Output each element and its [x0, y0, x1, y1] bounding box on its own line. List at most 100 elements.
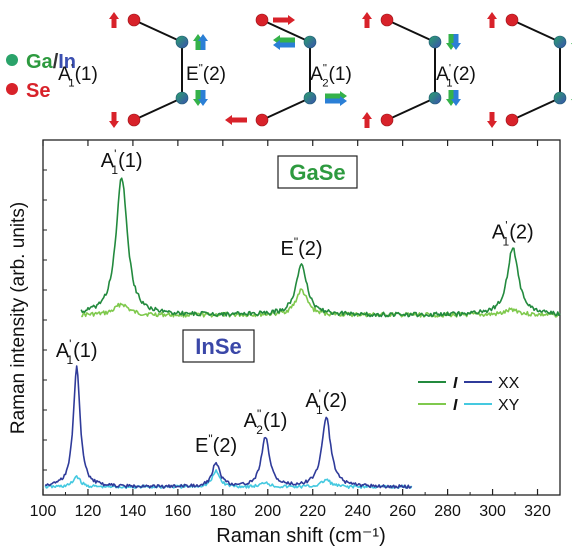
- x-tick-label: 280: [434, 503, 461, 520]
- x-tick-label: 120: [75, 503, 102, 520]
- metal-atom-icon: [428, 91, 442, 105]
- se-arrow-icon: [109, 112, 119, 128]
- se-atom-icon: [127, 13, 141, 27]
- plot-area: A' 1(1) E"(2) A' 1(2) A' 1(1) E"(2) A" 2(1) A' 1(2): [44, 147, 561, 490]
- metal-ga-label: Ga: [26, 51, 54, 73]
- inse-name-box: [182, 329, 255, 363]
- metal-arrow-icon: [446, 90, 461, 106]
- se-atom-icon: [255, 13, 269, 27]
- inse-xy-series: [44, 469, 413, 490]
- inse-name-text: InSe: [195, 334, 241, 359]
- gase-name-box: [277, 155, 358, 189]
- panel-name-inse: InSe: [182, 329, 255, 363]
- gase-xy-series: [81, 288, 560, 318]
- legend-symbol: I: [453, 397, 458, 414]
- se-atom-icon: [255, 113, 269, 127]
- bond: [133, 19, 183, 43]
- metal-sep-label: /: [53, 51, 59, 73]
- x-tick-label: 240: [344, 503, 371, 520]
- mode-schematic-3: A" 2(1): [310, 12, 461, 128]
- atom-legend: Ga/In Se: [6, 51, 76, 102]
- metal-atom-icon: [553, 91, 567, 105]
- x-tick-label: 140: [120, 503, 147, 520]
- gase-peak-label: E"(2): [280, 235, 322, 260]
- se-arrow-icon: [362, 12, 372, 28]
- mode-label: A' 1(1): [58, 62, 98, 89]
- legend-label: XY: [498, 397, 520, 414]
- blue-arrow-icon: [325, 96, 347, 106]
- inse-peak-label: A" 2(1): [244, 407, 288, 437]
- bond: [386, 19, 436, 43]
- se-atom-label: Se: [26, 80, 50, 102]
- panel-name-gase: GaSe: [277, 155, 358, 189]
- se-atom-icon: [505, 13, 519, 27]
- se-arrow-icon: [487, 12, 497, 28]
- metal-atom-icon: [553, 35, 567, 49]
- mode-label: A' 1(2): [436, 62, 476, 89]
- metal-atom-icon: [428, 35, 442, 49]
- metal-atom-label: Ga/In: [26, 51, 76, 73]
- blue-arrow-icon: [198, 34, 208, 50]
- se-atom-icon: [380, 113, 394, 127]
- mode-schematic-4: A' 1(2): [436, 12, 572, 128]
- gase-xx-series: [80, 177, 561, 318]
- y-axis-label: Raman intensity (arb. units): [8, 202, 29, 434]
- x-axis: 100 120 140 160 180 200 220 240 260 280 300 320: [30, 140, 551, 520]
- legend-label: XX: [498, 375, 520, 392]
- bond: [511, 19, 561, 43]
- x-axis-label: Raman shift (cm⁻¹): [216, 525, 385, 547]
- se-arrow-icon: [273, 15, 295, 25]
- vibration-modes: A' 1(1) E"(2) A" 2(1) A' 1(2): [58, 12, 572, 128]
- x-tick-label: 320: [524, 503, 551, 520]
- blue-arrow-icon: [198, 90, 208, 106]
- bond: [386, 97, 436, 121]
- se-arrow-icon: [487, 112, 497, 128]
- x-tick-label: 260: [389, 503, 416, 520]
- se-arrow-icon: [225, 115, 247, 125]
- metal-arrow-icon: [193, 90, 208, 106]
- se-atom-icon: [505, 113, 519, 127]
- metal-atom-icon: [175, 35, 189, 49]
- metal-in-label: In: [58, 51, 76, 73]
- blue-arrow-icon: [451, 90, 461, 106]
- x-tick-label: 160: [165, 503, 192, 520]
- inse-peak-label: A' 1(1): [56, 337, 98, 367]
- blue-arrow-icon: [273, 40, 295, 50]
- polarization-legend: I XX I XY: [418, 375, 520, 414]
- legend-symbol: I: [453, 375, 458, 392]
- inse-xx-series: [44, 365, 412, 489]
- metal-arrow-icon: [193, 34, 208, 50]
- mode-label: E"(2): [186, 62, 226, 85]
- metal-atom-icon: [303, 35, 317, 49]
- bond: [261, 97, 311, 121]
- metal-arrow-icon: [273, 35, 295, 50]
- bond: [511, 97, 561, 121]
- metal-atom-icon: [175, 91, 189, 105]
- mode-label: A" 2(1): [310, 62, 352, 89]
- se-atom-icon: [127, 113, 141, 127]
- x-tick-label: 220: [299, 503, 326, 520]
- x-tick-label: 100: [30, 503, 57, 520]
- inse-peak-label: A' 1(2): [305, 387, 347, 417]
- metal-atom-icon: [6, 54, 18, 66]
- bond: [133, 97, 183, 121]
- metal-atom-icon: [303, 91, 317, 105]
- mode-schematic-2: E"(2): [186, 13, 347, 127]
- mode-schematic-1: A' 1(1): [58, 12, 208, 128]
- x-tick-label: 180: [209, 503, 236, 520]
- metal-arrow-icon: [325, 91, 347, 106]
- gase-peak-label: A' 1(2): [492, 219, 534, 249]
- plot-frame: [42, 139, 561, 496]
- se-arrow-icon: [362, 112, 372, 128]
- se-atom-icon: [380, 13, 394, 27]
- blue-arrow-icon: [451, 34, 461, 50]
- metal-arrow-icon: [446, 34, 461, 50]
- inse-peak-label: E"(2): [195, 432, 237, 457]
- gase-peak-label: A' 1(1): [101, 147, 143, 177]
- gase-name-text: GaSe: [289, 160, 345, 185]
- se-arrow-icon: [109, 12, 119, 28]
- se-atom-icon: [6, 83, 18, 95]
- x-tick-label: 300: [479, 503, 506, 520]
- bond: [261, 19, 311, 43]
